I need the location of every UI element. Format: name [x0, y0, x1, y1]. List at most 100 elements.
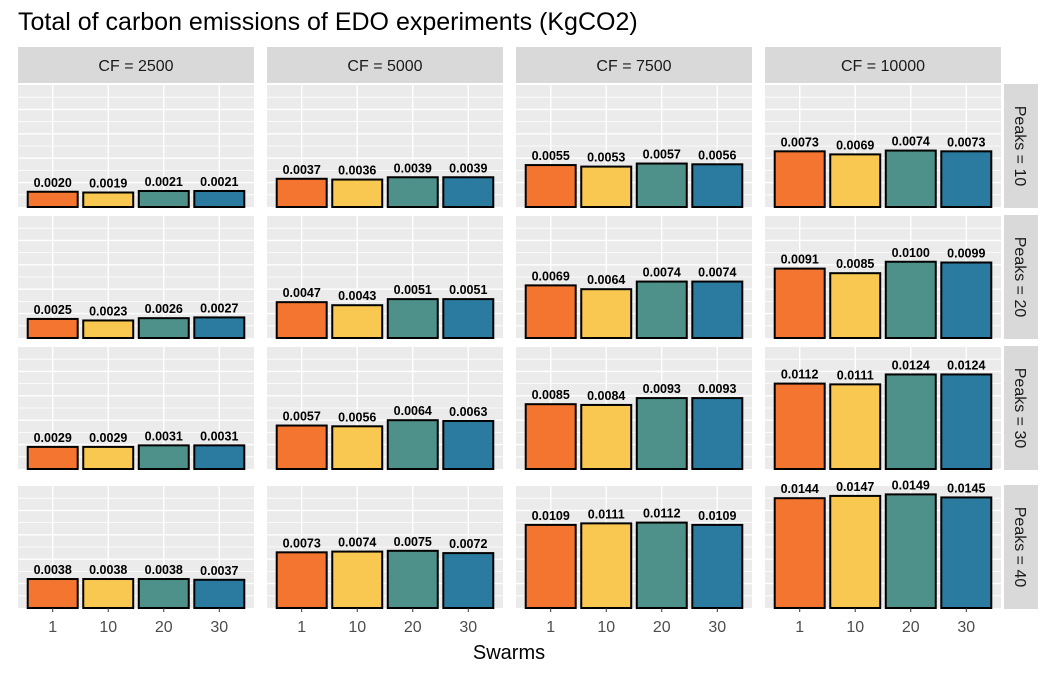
bar [331, 425, 384, 470]
bar [442, 298, 495, 339]
bar [829, 272, 882, 339]
data-label: 0.0023 [89, 304, 127, 318]
data-label: 0.0124 [947, 358, 985, 372]
data-label: 0.0021 [145, 175, 183, 189]
data-label: 0.0074 [643, 266, 681, 280]
bar [331, 304, 384, 339]
data-label: 0.0037 [200, 564, 238, 578]
bar [275, 301, 328, 340]
data-label: 0.0099 [947, 247, 985, 261]
data-label: 0.0038 [145, 563, 183, 577]
facet-strip-col-label: CF = 7500 [596, 58, 671, 75]
facet-panels: CF = 2500 CF = 5000 CF = 7500 CF = 10000 Pea… [18, 47, 1038, 636]
data-label: 0.0025 [34, 303, 72, 317]
bar [635, 280, 688, 340]
data-label: 0.0147 [836, 480, 874, 494]
x-tick-label: 20 [902, 619, 920, 636]
x-axis-title: Swarms [473, 642, 545, 664]
x-tick-label: 10 [348, 619, 366, 636]
bar [691, 523, 744, 610]
data-label: 0.0020 [34, 176, 72, 190]
facet-panel: 0.0029 0.0029 0.0031 0.0031 [18, 347, 254, 471]
bar [137, 189, 190, 209]
data-label: 0.0051 [449, 283, 487, 297]
facet-strip-row [1004, 485, 1038, 609]
bar [26, 578, 79, 610]
bar [691, 280, 744, 340]
bar [940, 373, 993, 471]
x-tick-label: 30 [459, 619, 477, 636]
bar [442, 419, 495, 470]
bar [26, 317, 79, 339]
data-label: 0.0037 [283, 163, 321, 177]
bar [829, 153, 882, 208]
facet-strip-col-label: CF = 10000 [841, 58, 925, 75]
data-label: 0.0027 [200, 301, 238, 315]
data-label: 0.0039 [394, 161, 432, 175]
bar [524, 523, 577, 610]
facet-panel: 0.0020 0.0019 0.0021 0.0021 [18, 85, 254, 209]
facet-strip-col [18, 47, 254, 83]
bar [580, 165, 633, 208]
bar [26, 445, 79, 471]
data-label: 0.0112 [643, 507, 681, 521]
facet-strip-col [516, 47, 752, 83]
bar [580, 522, 633, 609]
data-label: 0.0064 [587, 273, 625, 287]
bar [635, 162, 688, 209]
data-label: 0.0038 [34, 563, 72, 577]
facet-panel: 0.0047 0.0043 0.0051 0.0051 [267, 216, 503, 340]
bar [524, 403, 577, 470]
bar [331, 178, 384, 209]
data-label: 0.0038 [89, 563, 127, 577]
bar [82, 578, 135, 610]
facet-strip-col [267, 47, 503, 83]
bar [137, 317, 190, 339]
x-tick-label: 10 [597, 619, 615, 636]
bar [940, 261, 993, 340]
facet-panel: 0.0109 0.0111 0.0112 0.0109 [516, 486, 752, 610]
x-tick-label: 10 [846, 619, 864, 636]
bar [193, 578, 246, 609]
bar [442, 552, 495, 609]
facet-panel: 0.0057 0.0056 0.0064 0.0063 [267, 347, 503, 471]
bar [524, 164, 577, 208]
data-label: 0.0093 [698, 382, 736, 396]
data-label: 0.0072 [449, 537, 487, 551]
x-tick-label: 30 [708, 619, 726, 636]
chart-title: Total of carbon emissions of EDO experim… [18, 8, 638, 36]
data-label: 0.0111 [837, 368, 874, 382]
data-label: 0.0069 [836, 138, 874, 152]
data-label: 0.0149 [892, 478, 930, 492]
data-label: 0.0109 [698, 509, 736, 523]
data-label: 0.0145 [947, 481, 985, 495]
data-label: 0.0069 [532, 269, 570, 283]
x-tick-label: 20 [155, 619, 173, 636]
bar [524, 284, 577, 340]
bar [773, 150, 826, 208]
data-label: 0.0029 [34, 431, 72, 445]
data-label: 0.0074 [698, 266, 736, 280]
data-label: 0.0100 [892, 246, 930, 260]
facet-strip-col-label: CF = 2500 [98, 58, 173, 75]
data-label: 0.0057 [643, 148, 681, 162]
data-label: 0.0109 [532, 509, 570, 523]
bar [331, 550, 384, 610]
bar [193, 189, 246, 209]
data-label: 0.0031 [145, 429, 183, 443]
bar [691, 397, 744, 470]
data-label: 0.0056 [338, 410, 376, 424]
data-label: 0.0047 [283, 286, 321, 300]
facet-strip-row [1004, 346, 1038, 470]
x-tick-label: 1 [297, 619, 306, 636]
facet-panel: 0.0055 0.0053 0.0057 0.0056 [516, 85, 752, 209]
data-label: 0.0021 [200, 175, 238, 189]
bar [275, 424, 328, 471]
x-tick-label: 1 [546, 619, 555, 636]
facet-strip-row-label: Peaks = 20 [1011, 237, 1028, 318]
bar [82, 445, 135, 471]
bar [884, 493, 937, 610]
data-label: 0.0074 [892, 135, 930, 149]
data-label: 0.0029 [89, 431, 127, 445]
